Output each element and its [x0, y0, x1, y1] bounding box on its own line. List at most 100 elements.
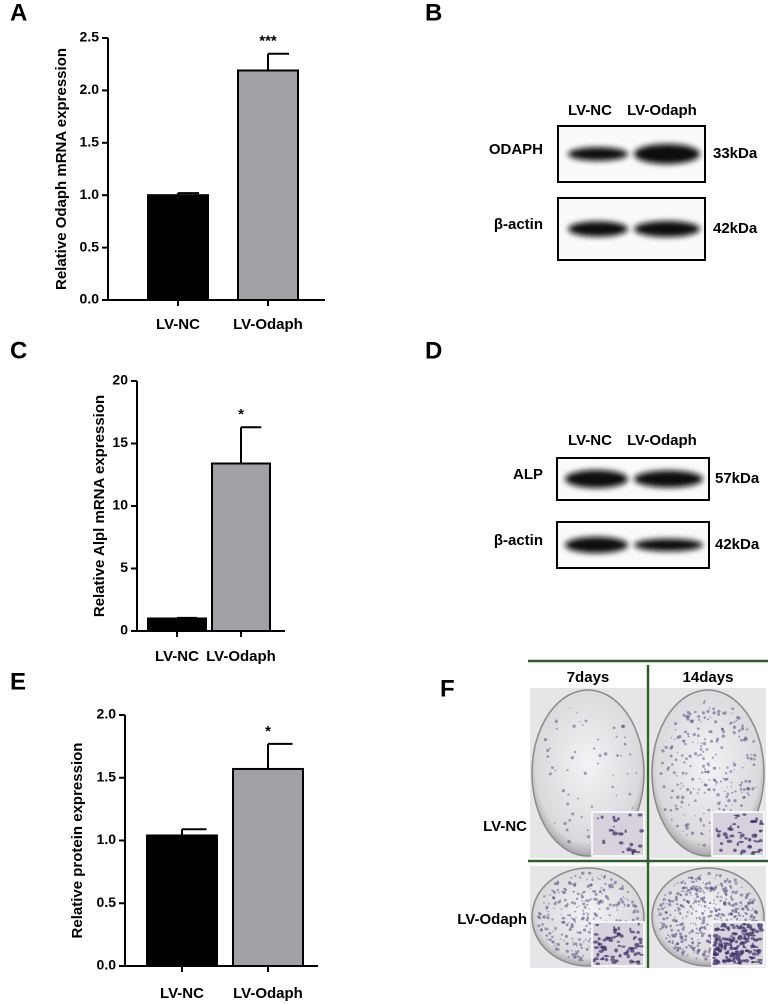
cell — [721, 928, 725, 932]
stain-dot — [726, 878, 729, 881]
stain-dot — [564, 898, 567, 902]
stain-dot — [677, 929, 680, 932]
stain-dot — [636, 910, 640, 914]
stain-dot — [616, 909, 619, 911]
band — [634, 221, 700, 237]
stain-dot — [722, 913, 726, 917]
stain-dot — [694, 710, 697, 714]
stain-dot — [684, 934, 688, 938]
stain-dot — [744, 911, 747, 914]
stain-dot — [674, 758, 678, 762]
stain-dot — [707, 915, 711, 918]
stain-dot — [618, 919, 622, 922]
stain-dot — [716, 914, 720, 917]
stain-dot — [699, 887, 703, 891]
stain-dot — [708, 707, 711, 710]
stain-dot — [573, 902, 577, 905]
stain-dot — [690, 793, 692, 795]
stain-dot — [632, 903, 636, 908]
stain-dot — [707, 881, 711, 885]
y-axis-label: Relative Alpl mRNA expression — [91, 395, 108, 617]
stain-dot — [607, 883, 612, 887]
stain-dot — [592, 890, 595, 893]
stain-dot — [740, 804, 743, 807]
stain-dot — [541, 923, 544, 926]
stain-dot — [571, 953, 575, 957]
stain-dot — [615, 794, 618, 797]
stain-dot — [582, 955, 585, 957]
stain-dot — [665, 916, 669, 920]
cell — [613, 819, 618, 823]
stain-dot — [584, 938, 587, 941]
y-tick-label: 2.0 — [97, 706, 117, 722]
x-tick-label: LV-NC — [160, 985, 204, 1002]
y-tick-label: 5 — [120, 559, 128, 575]
stain-dot — [598, 754, 602, 758]
cell — [723, 924, 727, 928]
cell — [742, 944, 745, 948]
y-tick-label: 0.0 — [80, 291, 100, 307]
stain-dot — [744, 918, 748, 922]
cell — [733, 947, 739, 950]
stain-dot — [536, 915, 541, 919]
size-label: 57kDa — [715, 470, 760, 487]
stain-dot — [615, 880, 617, 882]
stain-dot — [713, 917, 716, 921]
stain-dot — [701, 926, 704, 929]
stain-dot — [691, 777, 695, 781]
stain-dot — [708, 952, 711, 955]
stain-dot — [548, 938, 552, 942]
stain-dot — [579, 956, 583, 960]
cell — [628, 813, 632, 817]
cell — [729, 834, 735, 838]
stain-dot — [683, 814, 685, 816]
stain-dot — [554, 926, 557, 930]
cell — [714, 927, 721, 932]
stain-dot — [728, 904, 731, 906]
stain-dot — [557, 900, 561, 904]
stain-dot — [708, 730, 712, 733]
stain-dot — [542, 915, 547, 919]
cell — [739, 949, 745, 953]
stain-dot — [585, 912, 588, 914]
stain-dot — [662, 785, 666, 789]
stain-dot — [726, 786, 728, 788]
stain-dot — [593, 898, 595, 901]
stain-dot — [700, 721, 703, 723]
stain-dot — [621, 724, 625, 729]
stain-dot — [747, 779, 752, 783]
stain-dot — [701, 934, 704, 938]
lane-label: LV-NC — [568, 432, 612, 449]
stain-dot — [686, 822, 690, 827]
stain-dot — [617, 901, 621, 905]
stain-dot — [580, 816, 583, 819]
stain-dot — [612, 904, 616, 907]
stain-dot — [706, 939, 710, 942]
stain-dot — [661, 907, 664, 911]
stain-dot — [708, 947, 712, 951]
stain-dot — [725, 918, 729, 922]
stain-dot — [748, 918, 751, 921]
stain-dot — [631, 900, 634, 904]
cell — [596, 952, 600, 957]
cell — [744, 949, 748, 953]
stain-dot — [712, 766, 717, 770]
stain-dot — [603, 876, 606, 879]
x-tick-label: LV-Odaph — [233, 316, 303, 333]
y-tick-label: 20 — [112, 372, 128, 388]
stain-dot — [673, 884, 676, 887]
cell — [626, 847, 632, 852]
stain-dot — [739, 919, 741, 921]
stain-dot — [708, 765, 710, 767]
cell — [733, 953, 740, 957]
stain-dot — [680, 890, 683, 893]
stain-dot — [658, 911, 661, 914]
stain-dot — [673, 721, 678, 726]
stain-dot — [669, 808, 673, 812]
stain-dot — [554, 769, 557, 772]
stain-dot — [671, 941, 674, 945]
stain-dot — [717, 712, 721, 716]
stain-dot — [615, 919, 618, 922]
stain-dot — [680, 880, 684, 884]
stain-dot — [604, 894, 607, 897]
